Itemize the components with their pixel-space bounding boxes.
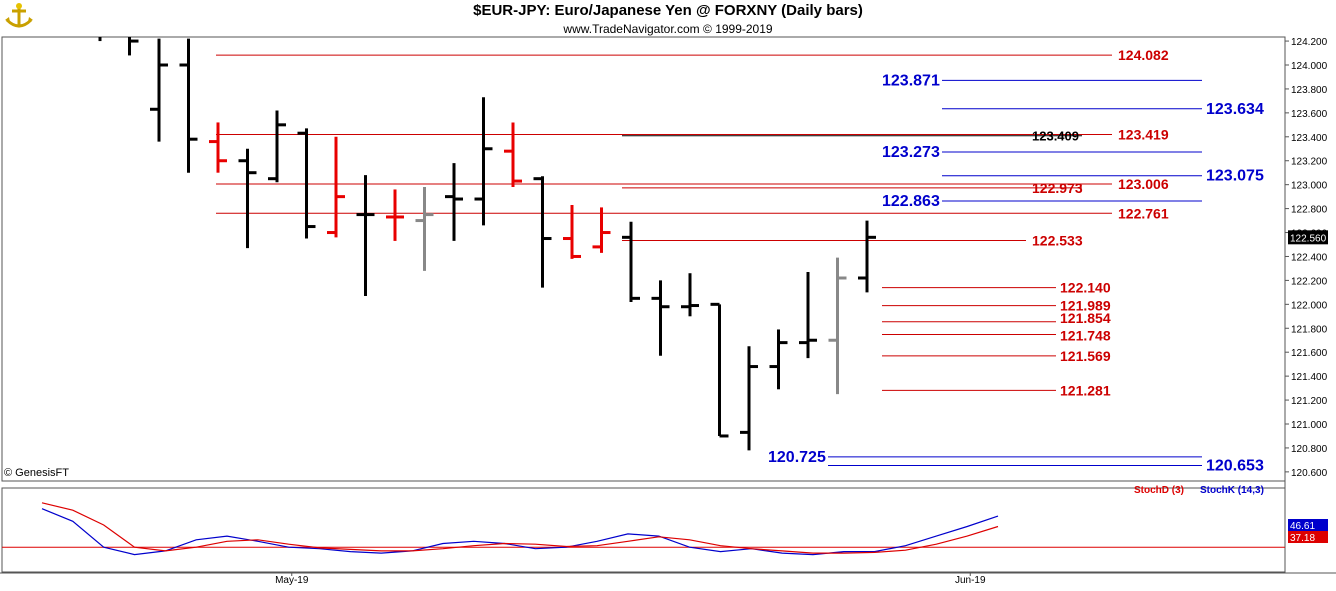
y-tick-label: 121.400 [1291,372,1328,383]
legend-stoch-d: StochD (3) [1134,485,1184,496]
level-label: 123.419 [1118,127,1169,143]
level-label: 121.281 [1060,382,1111,398]
level-label: 120.725 [768,449,826,466]
level-label: 121.569 [1060,348,1111,364]
level-label: 121.854 [1060,310,1111,326]
level-label: 123.075 [1206,168,1264,185]
stoch-k-value-box [1288,519,1328,531]
ohlc-bar [858,220,876,293]
y-tick-label: 123.200 [1291,157,1328,168]
level-label: 122.973 [1032,180,1083,196]
ohlc-bar [710,302,729,438]
y-tick-label: 123.800 [1291,85,1328,96]
last-price-label: 122.560 [1290,233,1327,244]
level-label: 121.748 [1060,327,1111,343]
legend-stoch-k: StochK (14,3) [1200,485,1264,496]
chart-subtitle: www.TradeNavigator.com © 1999-2019 [563,22,773,36]
level-label: 121.989 [1060,298,1111,314]
level-label: 123.634 [1206,101,1264,118]
y-tick-label: 123.000 [1291,181,1328,192]
stoch-k-value: 46.61 [1290,521,1315,532]
chart-title: $EUR-JPY: Euro/Japanese Yen @ FORXNY (Da… [473,2,863,19]
x-tick-label: May-19 [275,575,309,586]
y-tick-label: 121.600 [1291,348,1328,359]
y-tick-label: 121.000 [1291,420,1328,431]
level-label: 122.140 [1060,280,1111,296]
ohlc-bar [356,175,375,296]
ohlc-bar [238,148,257,249]
y-tick-label: 122.000 [1291,300,1328,311]
ohlc-bar [592,207,611,253]
anchor-logo-icon [2,2,36,32]
level-label: 120.653 [1206,458,1264,475]
ohlc-bar [740,346,758,451]
level-label: 122.761 [1118,205,1169,221]
ohlc-bar [415,187,434,271]
last-price-box [1288,230,1328,245]
ohlc-bar [769,329,788,390]
ohlc-bar [828,257,847,395]
level-label: 123.273 [882,144,940,161]
ohlc-bar [128,37,139,56]
y-tick-label: 122.800 [1291,205,1328,216]
stoch-d-value-box [1288,531,1328,543]
x-tick-label: Jun-19 [955,575,986,586]
y-tick-label: 120.600 [1291,468,1328,479]
level-label: 124.082 [1118,47,1169,63]
stochastic-panel-frame [1,487,1286,573]
ohlc-bar [386,189,404,241]
level-label: 122.533 [1032,233,1083,249]
level-label: 122.863 [882,193,940,210]
ohlc-bar [179,38,198,173]
y-tick-label: 120.800 [1291,444,1328,455]
ohlc-bar [622,221,640,302]
ohlc-bar [799,272,817,359]
stoch-k-line [41,508,999,556]
stoch-d-value: 37.18 [1290,533,1315,544]
y-tick-label: 122.200 [1291,276,1328,287]
level-label: 123.006 [1118,176,1169,192]
ohlc-bar [474,97,493,226]
y-tick-label: 122.400 [1291,252,1328,263]
y-tick-label: 124.200 [1291,37,1328,48]
price-panel-frame [1,36,1286,482]
ohlc-bar [327,136,345,238]
ohlc-bar [533,176,552,288]
copyright-text: © GenesisFT [4,467,69,479]
level-label: 123.409 [1032,129,1079,144]
ohlc-bar [651,280,670,356]
level-label: 123.871 [882,72,940,89]
ohlc-bar [563,205,581,259]
y-tick-label: 121.200 [1291,396,1328,407]
y-tick-label: 124.000 [1291,61,1328,72]
stoch-d-line [41,502,999,554]
y-tick-label: 121.800 [1291,324,1328,335]
ohlc-bar [268,110,286,183]
ohlc-bar [445,163,463,241]
ohlc-bar [297,128,316,239]
ohlc-bar [209,122,227,173]
ohlc-bar [150,38,168,142]
y-tick-label: 123.400 [1291,133,1328,144]
ohlc-bar [504,122,522,188]
y-tick-label: 123.600 [1291,109,1328,120]
ohlc-bar [681,273,699,317]
